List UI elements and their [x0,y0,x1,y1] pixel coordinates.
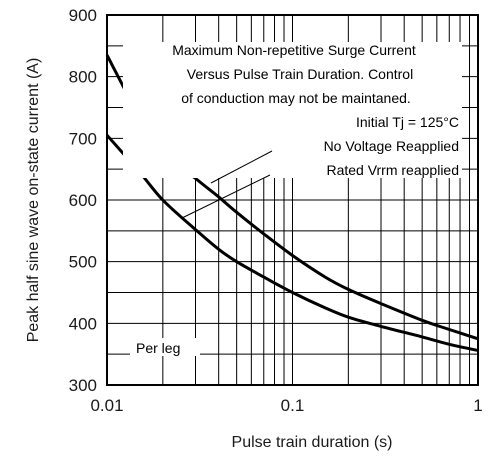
x-axis-label: Pulse train duration (s) [232,434,393,451]
annotation-line-1: Maximum Non-repetitive Surge Current [172,42,416,58]
legend-label-no-voltage: No Voltage Reapplied [324,138,459,154]
annotation-line-4: Initial Tj = 125°C [356,114,459,130]
annotation-line-2: Versus Pulse Train Duration. Control [187,66,413,82]
tick-labels: 300 400 500 600 700 800 900 0.01 0.1 1 [69,6,483,415]
y-tick-label: 500 [69,253,97,272]
y-tick-label: 800 [69,68,97,87]
annotation-box [123,42,462,178]
series-line-rated-vrrm-reapplied [105,134,479,352]
leader-line-rated-vrrm [181,174,271,219]
annotations-group: Maximum Non-repetitive Surge Current Ver… [123,42,462,356]
y-tick-label: 400 [69,314,97,333]
per-leg-box [130,338,200,356]
y-tick-label: 300 [69,376,97,395]
y-tick-label: 700 [69,129,97,148]
legend-label-rated-vrrm: Rated Vrrm reapplied [326,162,459,178]
per-leg-label: Per leg [136,340,180,356]
annotation-line-3: of conduction may not be maintaned. [181,90,411,106]
plot-frame [106,14,479,386]
y-tick-label: 900 [69,6,97,25]
leader-line-no-voltage [210,150,273,184]
y-axis-label: Peak half sine wave on-state current (A) [25,58,42,343]
y-tick-label: 600 [69,191,97,210]
x-tick-label: 0.01 [90,396,123,415]
x-tick-label: 1 [473,396,482,415]
x-tick-label: 0.1 [281,396,305,415]
